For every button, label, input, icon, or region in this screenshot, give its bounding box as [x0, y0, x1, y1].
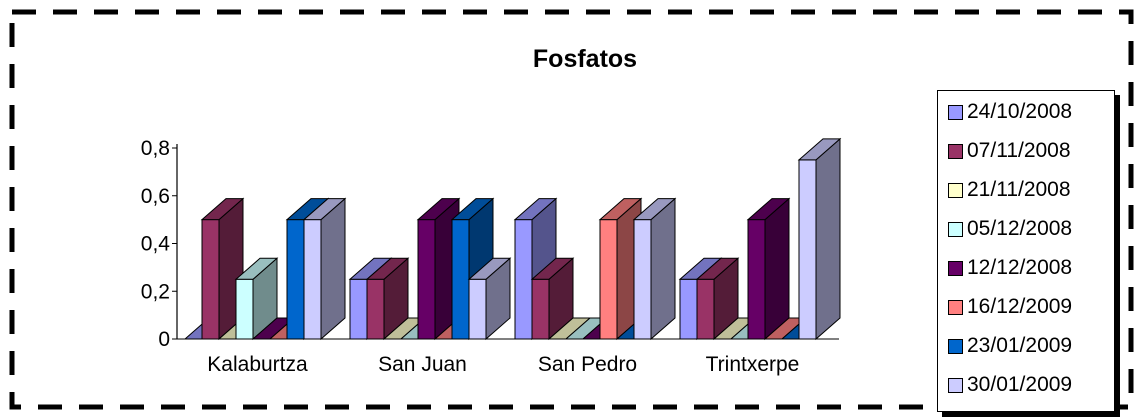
- legend-label: 30/01/2009: [967, 373, 1073, 396]
- legend-label: 16/12/2009: [967, 295, 1073, 318]
- legend-item: 30/01/2009: [948, 370, 1072, 400]
- bar: [365, 257, 410, 341]
- legend-swatch: [948, 338, 963, 354]
- bar: [467, 257, 512, 341]
- y-tick-label: 0,8: [141, 137, 170, 160]
- bar: [695, 257, 740, 341]
- category-label: San Pedro: [538, 353, 637, 376]
- bar: [632, 197, 677, 341]
- bar: [746, 197, 791, 341]
- legend-label: 21/11/2008: [967, 178, 1071, 201]
- legend-label: 12/12/2008: [967, 256, 1073, 279]
- legend-item: 05/12/2008: [948, 214, 1072, 244]
- legend-item: 23/01/2009: [948, 331, 1072, 361]
- legend-label: 24/10/2008: [967, 100, 1073, 123]
- legend-item: 07/11/2008: [948, 136, 1071, 166]
- bar: [302, 197, 347, 341]
- legend-label: 05/12/2008: [967, 217, 1073, 240]
- y-tick-label: 0,4: [141, 233, 171, 256]
- y-tick-label: 0,6: [141, 185, 170, 208]
- legend-swatch: [948, 143, 963, 159]
- bar: [797, 137, 842, 341]
- y-tick-label: 0: [158, 328, 170, 351]
- legend-swatch: [948, 377, 963, 393]
- legend-swatch: [948, 260, 963, 276]
- legend-swatch: [948, 104, 963, 120]
- bar: [234, 257, 279, 341]
- legend-item: 21/11/2008: [948, 175, 1071, 205]
- chart-title: Fosfatos: [532, 45, 638, 73]
- category-label: San Juan: [378, 353, 467, 376]
- legend-label: 23/01/2009: [967, 334, 1073, 357]
- legend-label: 07/11/2008: [967, 139, 1071, 162]
- y-tick-label: 0,2: [141, 280, 170, 303]
- legend-item: 12/12/2008: [948, 253, 1072, 283]
- category-label: Trintxerpe: [706, 353, 800, 376]
- legend-swatch: [948, 182, 963, 198]
- legend-item: 16/12/2009: [948, 292, 1072, 322]
- bar: [530, 257, 575, 341]
- legend-swatch: [948, 299, 963, 315]
- legend-swatch: [948, 221, 963, 237]
- legend-item: 24/10/2008: [948, 97, 1072, 127]
- category-label: Kalaburtza: [207, 353, 308, 376]
- legend: 24/10/2008 07/11/2008 21/11/2008 05/12/2008…: [937, 90, 1115, 412]
